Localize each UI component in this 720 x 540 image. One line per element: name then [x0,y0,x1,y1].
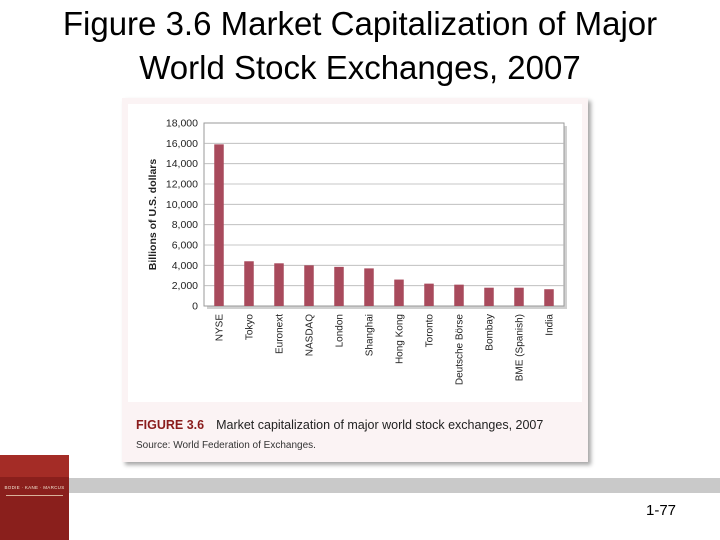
y-tick-label: 10,000 [166,199,198,211]
x-tick-label: London [335,314,346,347]
bar-9 [454,284,464,306]
x-tick-label: Toronto [425,314,436,348]
x-tick-label: BME (Spanish) [515,314,526,381]
y-tick-label: 0 [192,301,198,313]
x-tick-label: India [545,314,556,336]
caption-label: FIGURE 3.6 [136,418,205,432]
bar-2 [244,261,254,306]
slide-title-line-1: Figure 3.6 Market Capitalization of Majo… [62,5,658,42]
bar-10 [484,287,494,306]
bar-12 [544,289,554,306]
y-tick-label: 12,000 [166,179,198,191]
y-tick-label: 16,000 [166,138,198,150]
slide-title: Figure 3.6 Market Capitalization of Majo… [0,2,720,90]
caption-text: Market capitalization of major world sto… [216,418,544,432]
slide-title-line-2: World Stock Exchanges, 2007 [139,49,581,86]
book-cover-thumbnail: BODIE · KANE · MARCUS [0,455,69,540]
bar-3 [274,263,284,306]
bar-5 [334,266,344,306]
y-tick-label: 4,000 [172,260,198,272]
chart-area: 0 2,000 4,000 6,000 8,000 10,000 12,000 14,000 1… [128,104,582,402]
bar-chart: 0 2,000 4,000 6,000 8,000 10,000 12,000 14,000 1… [147,118,567,386]
bar-8 [424,283,434,306]
x-tick-label: Shanghai [365,314,376,356]
book-cover-rule [6,495,63,496]
y-tick-label: 18,000 [166,118,198,130]
x-tick-label: NASDAQ [305,314,316,356]
x-tick-label: Tokyo [245,314,256,341]
book-cover-header [0,455,69,477]
x-tick-label: Euronext [275,314,286,354]
figure-caption: FIGURE 3.6 Market capitalization of major… [128,406,582,456]
caption-source: Source: World Federation of Exchanges. [136,440,316,451]
bar-7 [394,279,404,306]
footer-band [69,478,720,493]
bar-4 [304,265,314,306]
plot-frame [203,122,565,307]
x-tick-label: NYSE [215,314,226,342]
y-axis-label: Billions of U.S. dollars [147,159,159,271]
bar-11 [514,287,524,306]
bar-1 [214,144,224,306]
y-tick-label: 14,000 [166,158,198,170]
page-number: 1-77 [646,502,677,519]
book-cover-text: BODIE · KANE · MARCUS [4,485,65,490]
x-tick-label: Bombay [485,314,496,351]
y-tick-label: 6,000 [172,240,198,252]
figure-panel: 0 2,000 4,000 6,000 8,000 10,000 12,000 14,000 1… [122,98,588,462]
bar-6 [364,268,374,306]
y-tick-label: 2,000 [172,280,198,292]
y-tick-label: 8,000 [172,219,198,231]
x-tick-label: Deutsche Börse [455,314,466,386]
x-tick-label: Hong Kong [395,314,406,364]
